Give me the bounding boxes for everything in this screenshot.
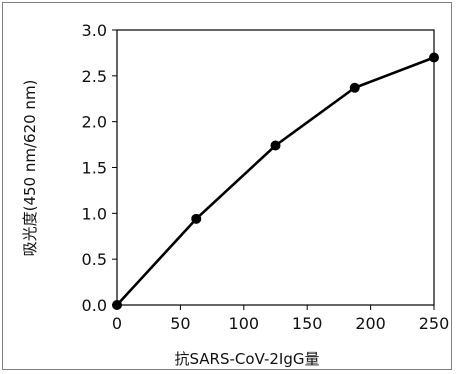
y-tick-label: 3.0 bbox=[82, 21, 107, 40]
y-tick-label: 0.0 bbox=[82, 296, 107, 315]
y-axis-label: 吸光度(450 nm/620 nm) bbox=[21, 80, 39, 257]
x-tick-label: 200 bbox=[355, 314, 386, 333]
y-axis-ticks: 0.0 0.5 1.0 1.5 2.0 2.5 3.0 bbox=[82, 21, 117, 315]
y-tick-label: 1.5 bbox=[82, 159, 107, 178]
data-point bbox=[349, 82, 360, 93]
data-point bbox=[112, 300, 122, 310]
x-tick-label: 250 bbox=[419, 314, 450, 333]
data-point bbox=[270, 140, 281, 151]
data-point bbox=[191, 213, 202, 224]
y-tick-label: 1.0 bbox=[82, 204, 107, 223]
x-axis-ticks: 0 50 100 150 200 250 bbox=[112, 305, 449, 333]
x-tick-label: 0 bbox=[112, 314, 122, 333]
y-tick-label: 0.5 bbox=[82, 250, 107, 269]
series-layer bbox=[112, 52, 439, 310]
x-tick-label: 50 bbox=[170, 314, 190, 333]
y-tick-label: 2.0 bbox=[82, 113, 107, 132]
x-axis-label: 抗SARS-CoV-2IgG量 bbox=[175, 350, 320, 368]
x-tick-label: 150 bbox=[292, 314, 323, 333]
x-tick-label: 100 bbox=[229, 314, 260, 333]
plot-area bbox=[116, 29, 435, 306]
data-point bbox=[429, 52, 439, 63]
y-tick-label: 2.5 bbox=[82, 67, 107, 86]
